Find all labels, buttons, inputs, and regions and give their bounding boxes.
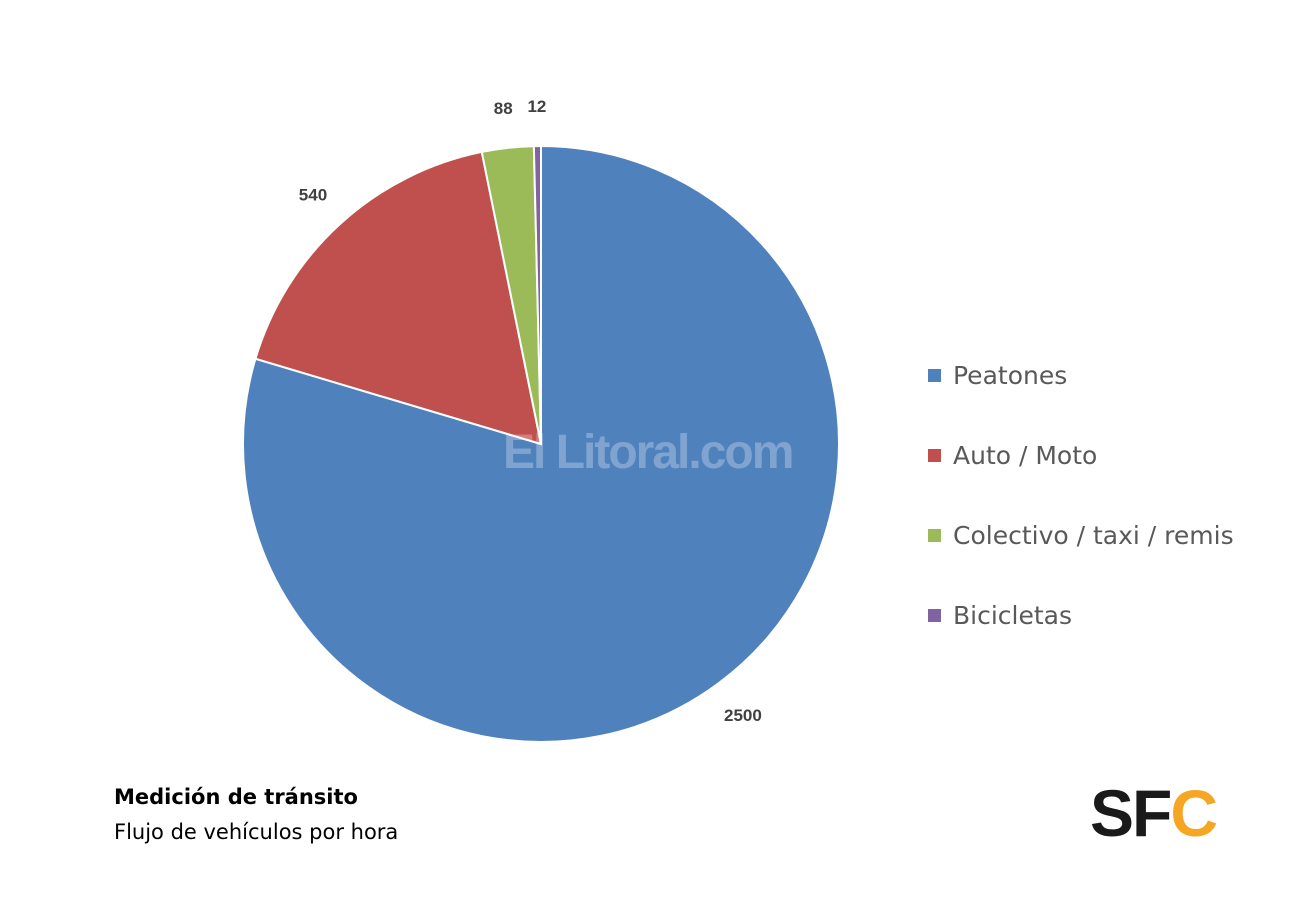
legend-swatch bbox=[928, 448, 941, 462]
data-label: 88 bbox=[494, 99, 513, 118]
legend-item-peatones: Peatones bbox=[928, 335, 1234, 415]
data-label: 540 bbox=[299, 185, 327, 204]
legend-label: Bicicletas bbox=[953, 600, 1073, 630]
sfc-logo: SFC bbox=[1090, 776, 1218, 850]
legend-swatch bbox=[928, 528, 941, 542]
legend-label: Auto / Moto bbox=[953, 440, 1098, 470]
legend: Peatones Auto / Moto Colectivo / taxi / … bbox=[928, 335, 1234, 655]
legend-item-colectivo: Colectivo / taxi / remis bbox=[928, 495, 1234, 575]
chart-subtitle: Flujo de vehículos por hora bbox=[114, 820, 399, 844]
legend-swatch bbox=[928, 608, 941, 622]
logo-text: SF bbox=[1090, 776, 1172, 850]
pie-slice-bicicletas bbox=[532, 144, 542, 445]
logo-text-accent: C bbox=[1170, 776, 1218, 850]
legend-label: Peatones bbox=[953, 360, 1068, 390]
pie-slice-auto-moto bbox=[254, 150, 543, 446]
legend-label: Colectivo / taxi / remis bbox=[953, 520, 1234, 550]
legend-item-bicicletas: Bicicletas bbox=[928, 575, 1234, 655]
legend-swatch bbox=[928, 368, 941, 382]
watermark: El Litoral.com bbox=[503, 426, 794, 479]
chart-title: Medición de tránsito bbox=[114, 785, 358, 809]
pie-slice-peatones bbox=[242, 144, 840, 743]
legend-item-auto-moto: Auto / Moto bbox=[928, 415, 1234, 495]
data-label: 12 bbox=[527, 97, 546, 116]
data-label: 2500 bbox=[724, 706, 762, 725]
